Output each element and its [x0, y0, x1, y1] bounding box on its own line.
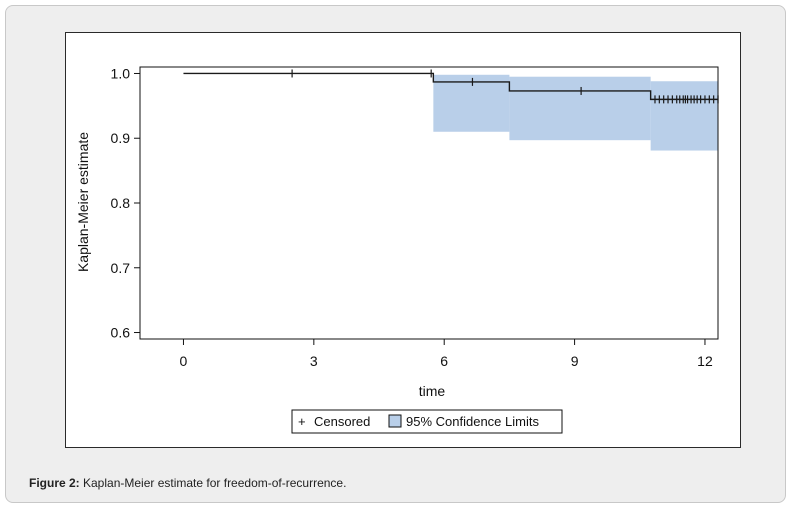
- legend-censored-label: Censored: [314, 414, 370, 429]
- legend-box: [291, 409, 563, 434]
- legend-censored-symbol: +: [298, 414, 306, 429]
- y-tick-label-3: 0.9: [111, 130, 131, 146]
- caption-label: Figure 2:: [29, 476, 80, 490]
- ci-band-2: [650, 81, 718, 151]
- x-tick-label-1: 3: [310, 353, 318, 369]
- x-tick-label-0: 0: [180, 353, 188, 369]
- x-tick-label-2: 6: [440, 353, 448, 369]
- y-axis-label: Kaplan-Meier estimate: [75, 132, 91, 272]
- legend-ci-swatch: [388, 414, 402, 428]
- survival-curve: [183, 72, 718, 101]
- y-tick-label-0: 0.6: [111, 325, 131, 341]
- legend: + Censored 95% Confidence Limits: [291, 409, 563, 434]
- y-tick-label-1: 0.7: [111, 260, 131, 276]
- caption-text: Kaplan-Meier estimate for freedom-of-rec…: [79, 476, 347, 490]
- y-tick-label-2: 0.8: [111, 195, 131, 211]
- y-tick-label-4: 1.0: [111, 65, 131, 81]
- axes-layer: 0.6 0.7 0.8 0.9 1.0 0 3 6 9 12: [111, 65, 713, 369]
- confidence-band-layer: [433, 74, 718, 151]
- x-tick-label-3: 9: [571, 353, 579, 369]
- legend-ci-label: 95% Confidence Limits: [406, 414, 539, 429]
- x-axis-label: time: [419, 383, 446, 399]
- x-tick-label-4: 12: [697, 353, 713, 369]
- censored-marks: [291, 69, 719, 104]
- ci-band-1: [509, 76, 651, 141]
- figure-caption: Figure 2: Kaplan-Meier estimate for free…: [29, 476, 346, 490]
- ci-band-0: [433, 74, 510, 132]
